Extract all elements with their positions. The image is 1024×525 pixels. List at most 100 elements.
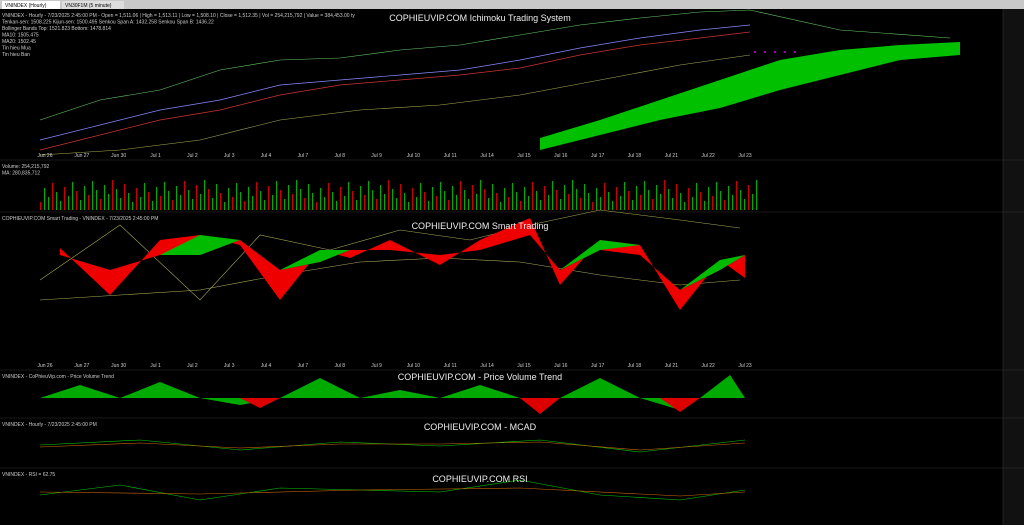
markers [754,51,796,53]
volume-bar [340,187,342,210]
volume-bar [632,200,634,210]
volume-bar [256,182,258,210]
tab-label: VNINDEX (Hourly) [5,3,47,9]
volume-bar [272,195,274,210]
volume-bar [756,180,758,210]
volume-bar [96,190,98,210]
date-label: Jul 17 [591,153,605,159]
volume-bar [412,188,414,210]
volume-bar [444,191,446,210]
volume-bar [516,192,518,210]
wave [560,240,640,270]
volume-bar [468,199,470,210]
date-label: Jun 26 [37,363,52,369]
tab[interactable] [62,1,124,9]
date-label: Jul 15 [517,153,531,159]
volume-bar [324,197,326,210]
volume-bar [420,183,422,210]
volume-bar [100,199,102,210]
volume-bar [192,199,194,210]
panel-info: Volume: 254,215,792 [2,164,49,170]
rsi-avg [39,487,746,497]
volume-bar [488,198,490,210]
volume-bar [448,200,450,210]
volume-bar [300,189,302,210]
volume-bar [652,199,654,210]
volume-bar [600,197,602,210]
date-label: Jul 17 [591,363,605,369]
date-label: Jul 10 [407,363,421,369]
wave [280,250,350,270]
wave [680,255,745,290]
panel-info: MA: 280,835,712 [2,171,40,177]
volume-bar [748,185,750,210]
volume-bar [116,189,118,210]
date-label: Jul 1 [150,363,161,369]
panel-info: MA20: 1502.45 [2,39,36,45]
volume-bar [536,191,538,210]
date-label: Jul 7 [298,153,309,159]
rsi-line [39,479,746,501]
volume-bar [196,185,198,210]
volume-bar [176,186,178,210]
panel-info: Tin hieu Ban [2,52,30,58]
date-label: Jul 2 [187,153,198,159]
volume-bar [752,194,754,210]
volume-bar [212,198,214,210]
volume-bar [240,192,242,210]
volume-bar [568,194,570,210]
volume-bar [724,200,726,210]
band-line [39,54,751,156]
date-label: Jul 3 [224,363,235,369]
panel-title: COPHIEUVIP.COM Smart Trading [412,221,549,231]
volume-bar [616,187,618,210]
volume-bar [452,186,454,210]
panel-title: COPHIEUVIP.COM Ichimoku Trading System [389,13,570,23]
volume-bar [112,180,114,210]
date-label: Jul 11 [444,363,457,369]
pvt-area [240,398,700,414]
volume-bar [672,198,674,210]
volume-bar [180,195,182,210]
volume-bar [312,193,314,210]
volume-bar [684,202,686,210]
volume-bar [304,198,306,210]
date-label: Jun 30 [111,153,126,159]
volume-bar [296,180,298,210]
panel-title: COPHIEUVIP.COM - MCAD [424,422,537,432]
volume-bar [664,180,666,210]
volume-bar [404,193,406,210]
volume-bar [544,186,546,210]
volume-bar [708,187,710,210]
panel-borders [0,9,1024,525]
volume-bar [428,201,430,210]
volume-bar [640,195,642,210]
volume-bar [596,188,598,210]
date-label: Jul 9 [371,363,382,369]
volume-bar [224,202,226,210]
volume-bar [520,201,522,210]
panel-info: VNINDEX - CoPhieuVip.com - Price Volume … [2,374,114,380]
volume-bar [716,182,718,210]
date-label: Jul 21 [665,363,679,369]
volume-bar [720,191,722,210]
volume-bar [540,200,542,210]
date-label: Jul 9 [371,153,382,159]
date-label: Jul 15 [517,363,531,369]
volume-bar [668,189,670,210]
date-label: Jul 14 [480,153,494,159]
volume-bar [628,191,630,210]
volume-bar [288,185,290,210]
volume-bar [76,191,78,210]
panel-title: COPHIEUVIP.COM - Price Volume Trend [398,372,562,382]
volume-bar [696,183,698,210]
volume-bar [316,202,318,210]
tab[interactable] [2,1,60,9]
lower-band [39,257,741,301]
volume-bar [320,188,322,210]
volume-bar [356,200,358,210]
volume-bar [680,193,682,210]
volume-bar [700,192,702,210]
